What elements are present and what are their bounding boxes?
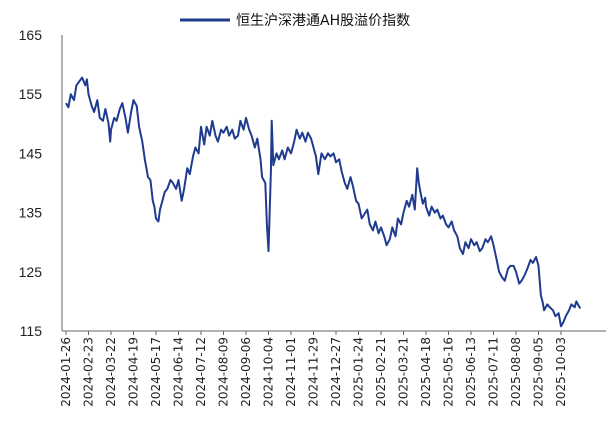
- y-tick-label: 115: [20, 323, 43, 339]
- x-tick-label: 2024-09-06: [239, 337, 253, 407]
- x-tick-label: 2025-05-16: [442, 337, 456, 407]
- x-tick-label: 2025-10-03: [554, 337, 568, 407]
- x-tick-label: 2024-07-12: [194, 337, 208, 407]
- x-tick-label: 2024-05-17: [149, 337, 163, 407]
- x-tick-label: 2024-10-04: [262, 337, 276, 407]
- x-tick-label: 2024-12-27: [329, 337, 343, 407]
- x-tick-label: 2025-03-21: [397, 337, 411, 407]
- x-tick-label: 2024-02-23: [82, 337, 96, 407]
- x-tick-label: 2025-06-13: [464, 337, 478, 407]
- x-tick-label: 2025-09-05: [532, 337, 546, 407]
- y-tick-label: 135: [19, 205, 43, 221]
- y-tick-label: 165: [19, 27, 43, 43]
- x-tick-label: 2025-02-21: [374, 337, 388, 407]
- legend-label: 恒生沪深港通AH股溢价指数: [236, 13, 410, 29]
- x-tick-label: 2024-08-09: [217, 337, 231, 407]
- x-tick-labels: 2024-01-26 2024-02-23 2024-03-22 2024-04-19…: [59, 331, 568, 407]
- y-tick-labels: 115 125 135 145 155 165: [19, 27, 43, 339]
- x-tick-label: 2024-03-22: [104, 337, 118, 407]
- x-tick-label: 2025-07-11: [487, 337, 501, 407]
- series-line: [65, 76, 582, 328]
- y-tick-label: 125: [19, 264, 43, 280]
- x-tick-label: 2025-01-24: [352, 337, 366, 407]
- y-tick-label: 155: [19, 86, 43, 102]
- x-tick-label: 2024-11-01: [284, 337, 298, 407]
- legend: 恒生沪深港通AH股溢价指数: [180, 13, 410, 29]
- x-tick-label: 2025-08-08: [509, 337, 523, 407]
- x-tick-label: 2024-11-29: [307, 337, 321, 407]
- x-tick-label: 2025-04-18: [419, 337, 433, 407]
- x-tick-label: 2024-01-26: [59, 337, 73, 407]
- x-tick-label: 2024-04-19: [127, 337, 141, 407]
- x-tick-label: 2024-06-14: [172, 337, 186, 407]
- y-tick-label: 145: [19, 145, 43, 161]
